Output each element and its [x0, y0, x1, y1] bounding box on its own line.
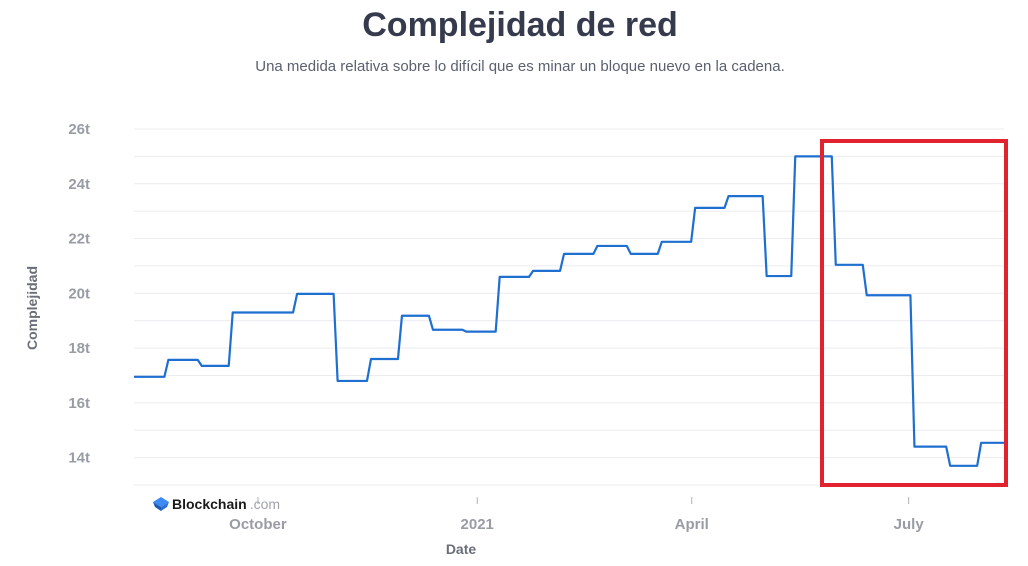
chart-title: Complejidad de red	[362, 6, 678, 44]
x-tick-label: April	[675, 516, 709, 533]
blockchain-watermark: Blockchain .com	[153, 496, 280, 512]
difficulty-line	[134, 155, 1004, 467]
watermark-brand: Blockchain	[172, 496, 247, 512]
highlight-rectangle	[820, 139, 1008, 487]
gridlines	[134, 128, 1004, 486]
x-tick-label: October	[229, 516, 287, 533]
y-tick-label: 24t	[68, 176, 90, 193]
y-tick-label: 26t	[68, 121, 90, 138]
y-axis-ticks: 14t 16t 18t 20t 22t 24t 26t	[68, 121, 90, 467]
x-tick-label: July	[894, 516, 925, 533]
y-tick-label: 20t	[68, 285, 90, 302]
blockchain-logo-icon	[153, 497, 169, 511]
watermark-suffix: .com	[249, 496, 281, 512]
x-tick-label: 2021	[461, 516, 494, 533]
y-tick-label: 16t	[68, 395, 90, 412]
x-axis-label: Date	[446, 541, 477, 557]
y-tick-label: 22t	[68, 231, 90, 248]
y-axis-label: Complejidad	[24, 266, 40, 350]
y-tick-label: 18t	[68, 340, 90, 357]
y-tick-label: 14t	[68, 450, 90, 467]
x-axis-ticks: October 2021 April July	[229, 497, 924, 533]
chart-subtitle: Una medida relativa sobre lo difícil que…	[255, 58, 785, 75]
